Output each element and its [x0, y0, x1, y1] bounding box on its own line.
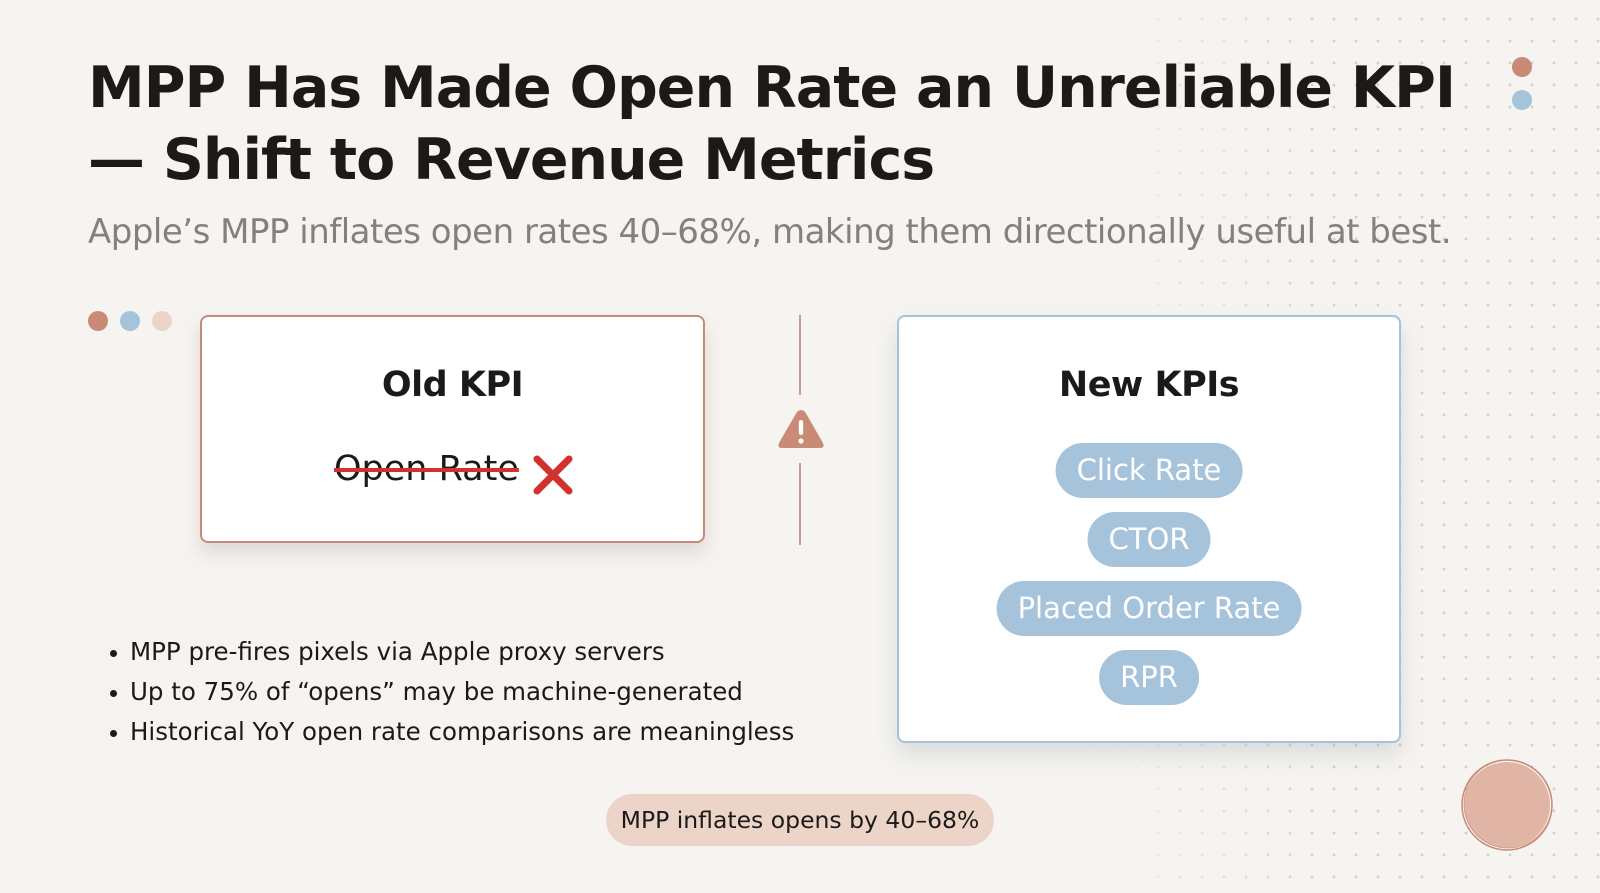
new-kpis-card: New KPIs Click Rate CTOR Placed Order Ra…	[897, 315, 1401, 743]
bullet-item: Up to 75% of “opens” may be machine-gene…	[100, 672, 794, 712]
old-kpi-card: Old KPI Open Rate	[200, 315, 705, 543]
decorative-dot-blue	[1512, 90, 1532, 110]
bullet-list: MPP pre-fires pixels via Apple proxy ser…	[100, 632, 794, 752]
callout-pill: MPP inflates opens by 40–68%	[606, 794, 994, 846]
decorative-dot-blue	[120, 311, 140, 331]
divider-line-bottom	[799, 463, 801, 545]
decorative-dot-blush	[152, 311, 172, 331]
slide-title: MPP Has Made Open Rate an Unreliable KPI…	[88, 55, 1456, 193]
slide-subtitle: Apple’s MPP inflates open rates 40–68%, …	[88, 212, 1452, 252]
decorative-circle	[1461, 759, 1553, 851]
divider-line-top	[799, 315, 801, 395]
kpi-pill-click-rate: Click Rate	[1055, 443, 1243, 498]
old-kpi-heading: Old KPI	[381, 365, 524, 405]
decorative-dot-terracotta	[1512, 57, 1532, 77]
warning-icon	[778, 410, 824, 448]
new-kpis-heading: New KPIs	[1058, 365, 1240, 405]
bullet-item: Historical YoY open rate comparisons are…	[100, 712, 794, 752]
bullet-item: MPP pre-fires pixels via Apple proxy ser…	[100, 632, 794, 672]
x-mark-icon	[533, 455, 573, 495]
kpi-pill-ctor: CTOR	[1087, 512, 1211, 567]
decorative-dot-terracotta	[88, 311, 108, 331]
kpi-pill-rpr: RPR	[1099, 650, 1199, 705]
old-kpi-metric: Open Rate	[334, 449, 519, 489]
kpi-pill-placed-order-rate: Placed Order Rate	[996, 581, 1302, 636]
